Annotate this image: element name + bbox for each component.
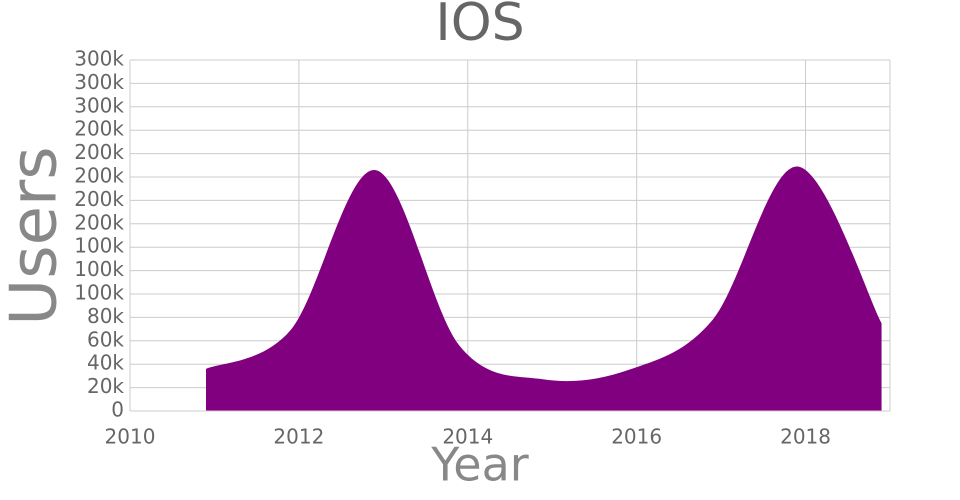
area [206,166,882,411]
y-axis-label: Users [0,146,72,325]
y-tick-label: 100k [74,234,124,258]
y-tick-label: 100k [74,257,124,281]
y-tick-label: 40k [87,351,124,375]
y-tick-label: 80k [87,304,124,328]
y-tick-label: 60k [87,327,124,351]
x-tick-label: 2016 [611,425,662,449]
x-tick-label: 2010 [105,425,156,449]
y-tick-label: 0 [111,398,124,422]
x-axis-label: Year [430,438,528,492]
y-tick-label: 300k [74,70,124,94]
y-tick-label: 100k [74,281,124,305]
y-tick-label: 200k [74,117,124,141]
y-tick-label: 200k [74,164,124,188]
chart-title: IOS [435,0,524,53]
y-tick-label: 200k [74,187,124,211]
y-tick-label: 200k [74,140,124,164]
x-tick-label: 2012 [273,425,324,449]
y-tick-label: 200k [74,210,124,234]
y-tick-label: 300k [74,93,124,117]
x-tick-label: 2018 [780,425,831,449]
y-tick-label: 20k [87,374,124,398]
x-tick-label: 2014 [442,425,493,449]
y-tick-label: 300k [74,47,124,71]
